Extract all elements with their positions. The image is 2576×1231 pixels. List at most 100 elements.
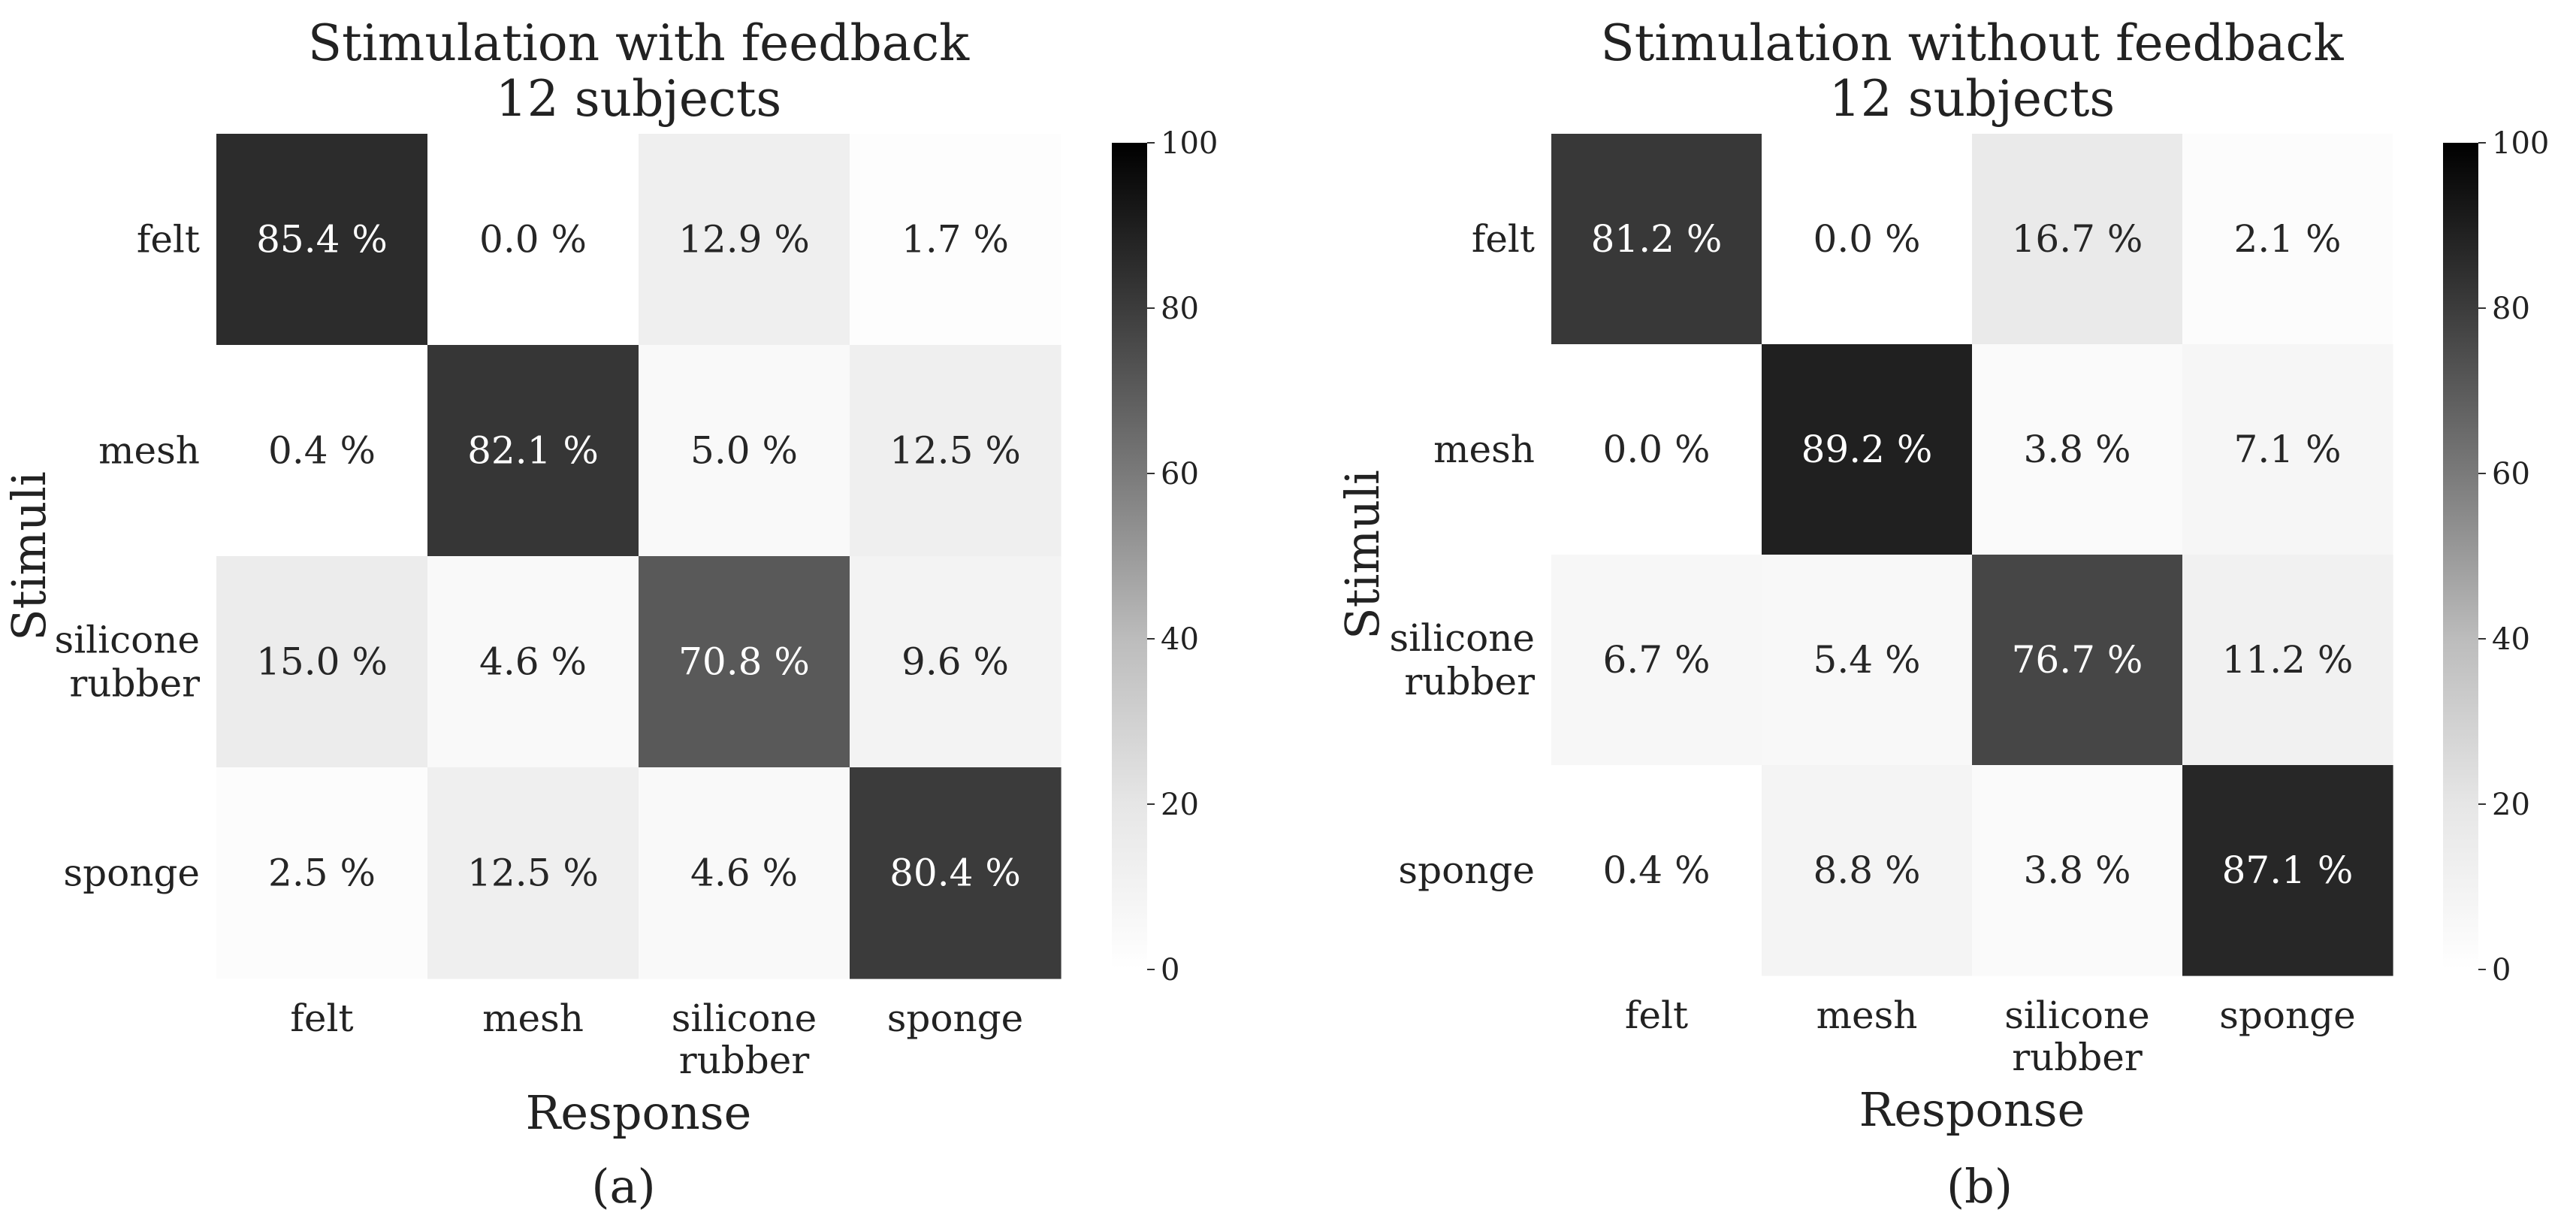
cell-value-label: 0.4 %	[1603, 848, 1711, 892]
cell-value-label: 4.6 %	[479, 640, 587, 684]
cell-value-label: 89.2 %	[1801, 428, 1933, 471]
y-tick-sponge: sponge	[1398, 848, 1535, 892]
cell-value-label: 82.1 %	[467, 429, 599, 473]
heatmap-cell-felt-sponge	[2182, 134, 2393, 345]
heatmap-cell-silicone-rubber-sponge	[2182, 555, 2393, 766]
x-tick-felt: felt	[1625, 994, 1688, 1037]
y-tick-silicone-rubber: silicone rubber	[54, 619, 200, 706]
heatmap-cell-mesh-mesh	[1762, 344, 1973, 555]
cell-value-label: 0.0 %	[1813, 217, 1921, 261]
heatmap-cell-sponge-felt	[216, 767, 428, 979]
heatmap-cell-sponge-sponge	[850, 767, 1062, 979]
cell-value-label: 9.6 %	[901, 640, 1009, 684]
x-tick-mesh: mesh	[482, 997, 584, 1040]
cell-value-label: 80.4 %	[889, 851, 1021, 895]
cell-value-label: 12.9 %	[678, 218, 810, 262]
cell-value-label: 1.7 %	[901, 218, 1009, 262]
cell-value-label: 16.7 %	[2012, 217, 2143, 261]
heatmap-cell-sponge-mesh	[1762, 765, 1973, 976]
cell-value-label: 85.4 %	[256, 218, 388, 262]
y-tick-felt: felt	[1472, 217, 1535, 261]
cell-value-label: 4.6 %	[690, 851, 798, 895]
panel-caption: (a)	[591, 1159, 655, 1214]
y-tick-mesh: mesh	[1433, 428, 1535, 471]
x-tick-sponge: sponge	[887, 997, 1024, 1040]
cell-value-label: 12.5 %	[889, 429, 1021, 473]
cell-value-label: 0.4 %	[268, 429, 376, 473]
heatmap-cell-sponge-silicone-rubber	[1972, 765, 2183, 976]
chart-subtitle: 12 subjects	[1829, 70, 2115, 128]
colorbar-tick-label: 80	[2492, 292, 2530, 326]
x-tick-silicone-rubber: silicone rubber	[2004, 994, 2150, 1079]
colorbar-tick-label: 20	[1161, 788, 1199, 822]
colorbar-tick-label: 100	[1161, 126, 1218, 161]
heatmap-cell-felt-silicone-rubber	[1972, 134, 2183, 345]
heatmap-cell-silicone-rubber-felt	[1551, 555, 1762, 766]
heatmap-cell-mesh-sponge	[850, 345, 1062, 557]
heatmap-cell-silicone-rubber-felt	[216, 556, 428, 768]
heatmap-cell-mesh-felt	[216, 345, 428, 557]
heatmap-cell-silicone-rubber-mesh	[1762, 555, 1973, 766]
x-tick-sponge: sponge	[2219, 994, 2356, 1037]
heatmap-cell-felt-felt	[1551, 134, 1762, 345]
chart-title: Stimulation without feedback	[1601, 14, 2345, 72]
x-tick-silicone-rubber: silicone rubber	[672, 997, 817, 1082]
cell-value-label: 70.8 %	[678, 640, 810, 684]
chart-title: Stimulation with feedback	[308, 14, 970, 72]
heatmap-cell-felt-sponge	[850, 134, 1062, 346]
y-tick-sponge: sponge	[63, 851, 200, 895]
y-axis-label: Stimuli	[1335, 470, 1390, 640]
cell-value-label: 0.0 %	[1603, 428, 1711, 471]
heatmap-cell-silicone-rubber-silicone-rubber	[639, 556, 850, 768]
colorbar-tick-label: 40	[2492, 622, 2530, 657]
colorbar	[1112, 143, 1147, 969]
heatmap-cell-felt-felt	[216, 134, 428, 346]
y-tick-silicone-rubber: silicone rubber	[1389, 616, 1535, 703]
cell-value-label: 8.8 %	[1813, 848, 1921, 892]
x-axis-label: Response	[526, 1085, 752, 1140]
heatmap-cell-felt-mesh	[1762, 134, 1973, 345]
colorbar-tick-label: 60	[1161, 457, 1199, 491]
colorbar-tick-label: 0	[1161, 953, 1179, 988]
cell-value-label: 7.1 %	[2234, 428, 2342, 471]
y-tick-felt: felt	[137, 218, 200, 262]
heatmap-cell-sponge-mesh	[427, 767, 639, 979]
heatmap-cell-mesh-silicone-rubber	[1972, 344, 2183, 555]
panel-caption: (b)	[1946, 1159, 2013, 1214]
cell-value-label: 6.7 %	[1603, 638, 1711, 682]
y-axis-label: Stimuli	[2, 471, 56, 641]
x-tick-felt: felt	[290, 997, 353, 1040]
cell-value-label: 5.0 %	[690, 429, 798, 473]
cell-value-label: 3.8 %	[2024, 848, 2131, 892]
colorbar-tick-label: 60	[2492, 457, 2530, 491]
colorbar-tick-label: 20	[2492, 788, 2530, 822]
heatmap-cell-silicone-rubber-sponge	[850, 556, 1062, 768]
cell-value-label: 15.0 %	[256, 640, 388, 684]
heatmap-cell-mesh-mesh	[427, 345, 639, 557]
colorbar-tick-label: 80	[1161, 292, 1199, 326]
y-tick-mesh: mesh	[98, 429, 200, 473]
colorbar-tick-label: 100	[2492, 126, 2549, 161]
x-tick-mesh: mesh	[1816, 994, 1918, 1037]
heatmap-cell-mesh-felt	[1551, 344, 1762, 555]
heatmap-cell-sponge-felt	[1551, 765, 1762, 976]
colorbar-tick-label: 40	[1161, 622, 1199, 657]
cell-value-label: 5.4 %	[1813, 638, 1921, 682]
cell-value-label: 0.0 %	[479, 218, 587, 262]
cell-value-label: 2.1 %	[2234, 217, 2342, 261]
cell-value-label: 76.7 %	[2012, 638, 2143, 682]
heatmap-cell-felt-mesh	[427, 134, 639, 346]
cell-value-label: 3.8 %	[2024, 428, 2131, 471]
heatmap-cell-mesh-silicone-rubber	[639, 345, 850, 557]
cell-value-label: 12.5 %	[467, 851, 599, 895]
colorbar-tick-label: 0	[2492, 953, 2511, 988]
cell-value-label: 11.2 %	[2222, 638, 2354, 682]
heatmap-cell-silicone-rubber-mesh	[427, 556, 639, 768]
heatmap-cell-felt-silicone-rubber	[639, 134, 850, 346]
x-axis-label: Response	[1859, 1082, 2085, 1137]
heatmap-cell-mesh-sponge	[2182, 344, 2393, 555]
cell-value-label: 87.1 %	[2222, 848, 2354, 892]
